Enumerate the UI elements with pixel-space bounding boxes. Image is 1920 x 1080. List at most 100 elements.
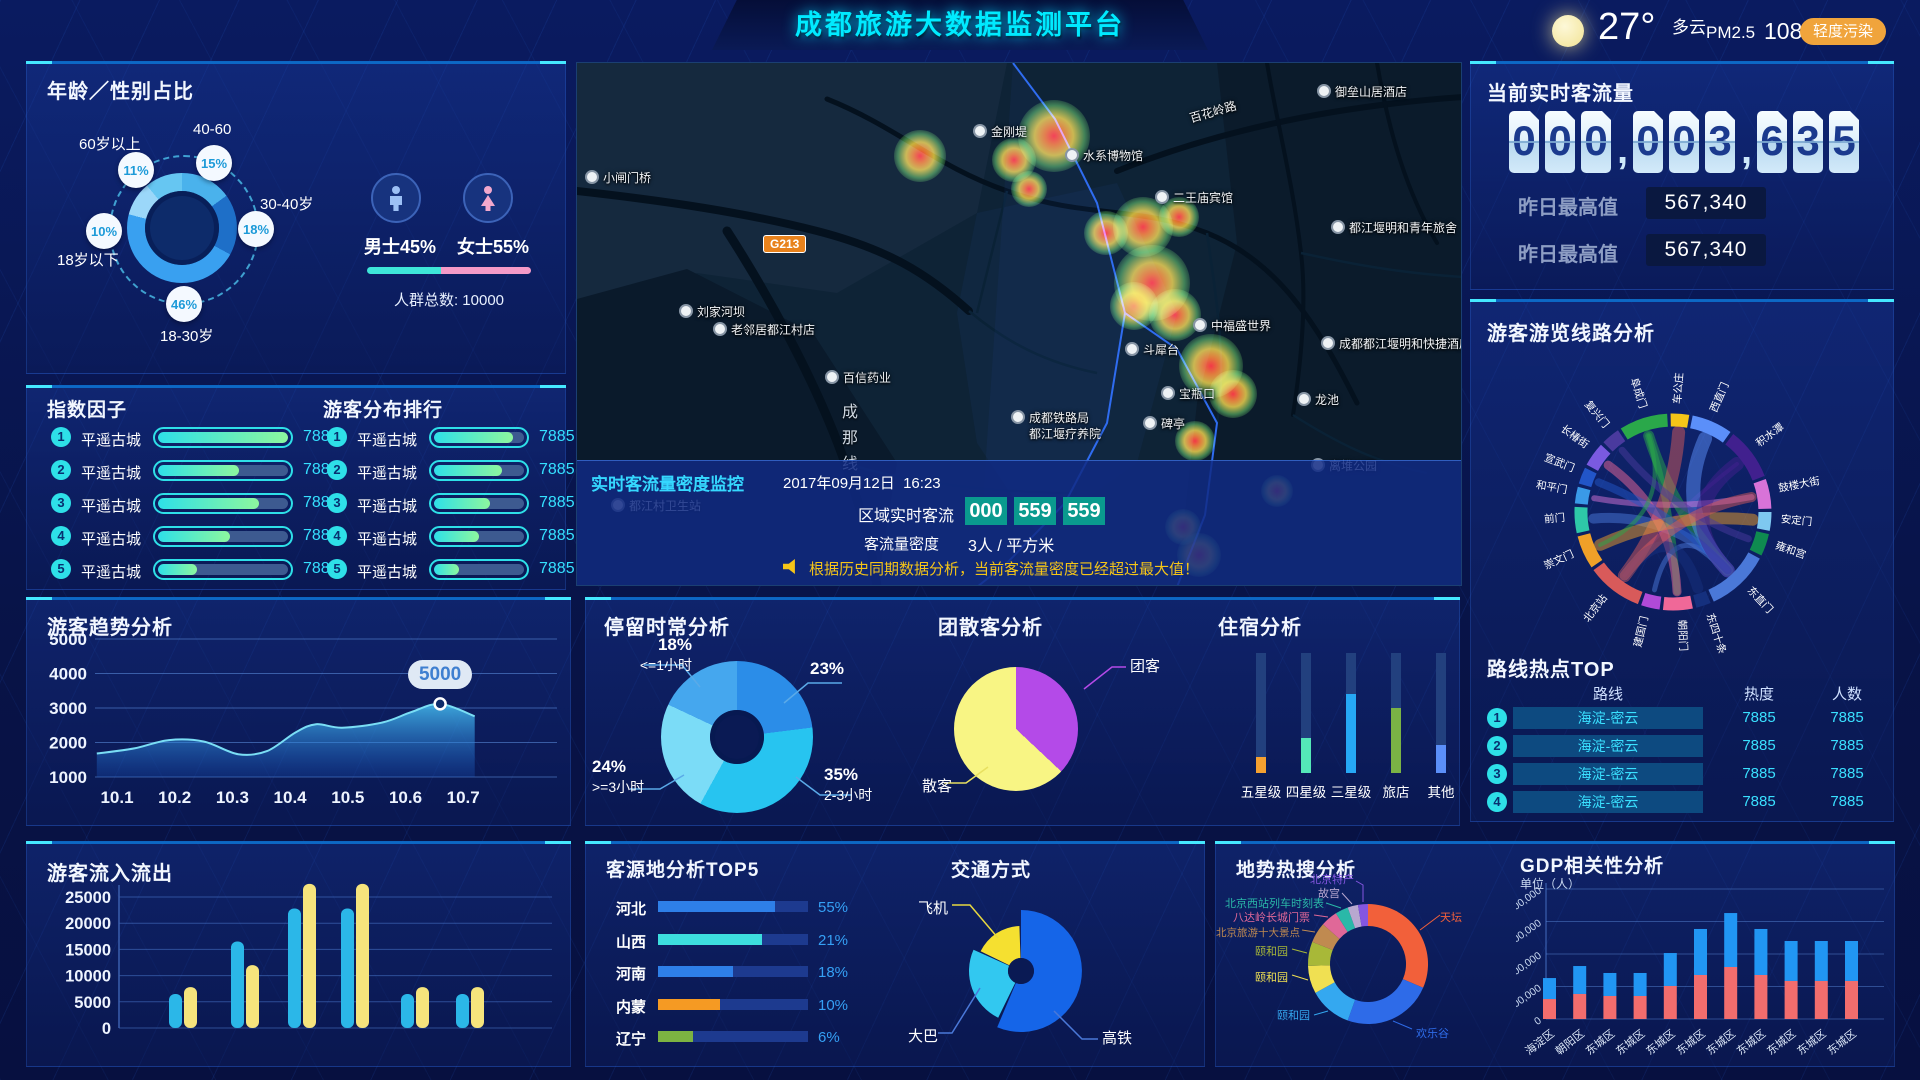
rank-badge: 1 xyxy=(51,427,71,447)
age-slice-label: 60岁以上 xyxy=(79,136,141,153)
hotel-category-label: 其他 xyxy=(1427,785,1455,800)
hotel-bar-fill xyxy=(1301,738,1311,773)
gdp-unit: 单位（人） xyxy=(1520,877,1581,891)
chord-arc xyxy=(1670,413,1690,428)
flow-ytick: 25000 xyxy=(65,889,111,907)
route-rank-badge: 1 xyxy=(1487,708,1507,728)
rank-badge: 3 xyxy=(327,493,347,513)
panel-title: 游客游览线路分析 xyxy=(1487,323,1655,345)
panel-trend: 游客趋势分析 5000 4000 3000 2000 1000 10.1 10.2 10.3 1… xyxy=(26,597,571,826)
hotsearch-label: 颐和园 xyxy=(1277,1010,1310,1022)
flow-bar xyxy=(471,987,484,1028)
age-slice-label: 18岁以下 xyxy=(57,252,119,269)
flow-bar xyxy=(341,908,354,1028)
list-name: 平遥古城 xyxy=(81,465,142,482)
progress-fill xyxy=(434,432,514,443)
pollution-badge: 轻度污染 xyxy=(1800,18,1887,45)
chord-station-label: 长椿街 xyxy=(1558,422,1592,451)
gdp-category-label: 东城区 xyxy=(1644,1027,1678,1058)
terrain-title: 地势热搜分析 xyxy=(1236,860,1357,881)
route-name: 海淀-密云 xyxy=(1513,791,1703,813)
chord-station-label: 北京站 xyxy=(1580,591,1610,624)
map-poi-label: 水系博物馆 xyxy=(1065,147,1143,164)
gdp-category-label: 东城区 xyxy=(1825,1027,1859,1058)
chord-arc xyxy=(1577,533,1603,568)
pm25-label: PM2.5 xyxy=(1706,23,1756,42)
pm25-value: 108 xyxy=(1764,18,1803,44)
gdp-ytick: 1,000,000 xyxy=(1516,950,1544,987)
trend-xtick: 10.2 xyxy=(158,788,191,807)
chord-arc xyxy=(1753,479,1772,510)
route-rank-badge: 4 xyxy=(1487,792,1507,812)
map-poi-label: 刘家河坝 xyxy=(679,303,745,320)
progress-fill xyxy=(434,498,490,509)
heatmap-map[interactable]: 小闸门桥 金刚堤 水系博物馆 御垒山居酒店 二王庙宾馆 都江堰明和青年旅舍 成都都江堰明和快… xyxy=(576,62,1462,586)
hotel-title: 住宿分析 xyxy=(1218,617,1302,639)
trend-xtick: 10.5 xyxy=(331,788,364,807)
route-rank-badge: 2 xyxy=(1487,736,1507,756)
chord-arc xyxy=(1662,595,1693,611)
gender-ratio-bar xyxy=(367,267,531,274)
source-fill xyxy=(658,966,733,977)
chord-arc xyxy=(1756,511,1772,531)
chord-station-label: 崇文门 xyxy=(1542,547,1576,572)
hotel-bar-fill xyxy=(1256,757,1266,773)
gdp-category-label: 东城区 xyxy=(1613,1027,1647,1058)
age-slice-label: 30-40岁 xyxy=(260,196,314,213)
chord-station-label: 鼓楼大街 xyxy=(1777,474,1821,495)
route-heat: 7885 xyxy=(1742,793,1776,810)
trend-xtick: 10.6 xyxy=(389,788,422,807)
group-pie-chart xyxy=(954,667,1078,791)
transport-rose-chart xyxy=(938,904,1098,1040)
transport-slice xyxy=(997,910,1082,1032)
source-title: 客源地分析TOP5 xyxy=(606,860,760,881)
route-heat: 7885 xyxy=(1742,737,1776,754)
list-name: 平遥古城 xyxy=(81,564,142,581)
list-name: 平遥古城 xyxy=(81,531,142,548)
chord-station-label: 复兴门 xyxy=(1582,398,1612,431)
gdp-category-label: 东城区 xyxy=(1704,1027,1738,1058)
chord-station-label: 前门 xyxy=(1544,511,1566,526)
stay-slice-label: 23% xyxy=(810,659,845,678)
hotsearch-slice xyxy=(1347,904,1362,929)
stay-donut-hole xyxy=(710,710,764,764)
hotsearch-label: 北京旅游十大景点 xyxy=(1216,927,1300,939)
age-donut-hole xyxy=(145,191,219,265)
hotel-category-label: 五星级 xyxy=(1240,785,1282,800)
route-rank-badge: 3 xyxy=(1487,764,1507,784)
source-pct: 6% xyxy=(818,1029,840,1046)
flow-bar xyxy=(303,883,316,1028)
flow-ytick: 15000 xyxy=(65,941,111,959)
hotsearch-slice xyxy=(1335,907,1356,932)
stay-title: 停留时常分析 xyxy=(604,617,730,639)
yesterday-value: 567,340 xyxy=(1646,234,1766,266)
hotsearch-label: 北京西站列车时刻表 xyxy=(1225,898,1324,910)
age-pct-bubble: 46% xyxy=(166,286,202,322)
panel-title: 游客分布排行 xyxy=(323,400,444,421)
route-people: 7885 xyxy=(1830,793,1864,810)
gdp-bar-top xyxy=(1814,941,1828,981)
map-monitor-overlay: 实时客流量密度监控 2017年09月12日 16:23 区域实时客流 000 55… xyxy=(577,460,1461,585)
gdp-category-label: 东城区 xyxy=(1734,1027,1768,1058)
chord-station-label: 阜成门 xyxy=(1628,376,1650,410)
speaker-icon xyxy=(783,559,795,574)
total-people-label: 人群总数: 10000 xyxy=(393,292,505,309)
progress-pill xyxy=(153,460,293,481)
gdp-category-label: 东城区 xyxy=(1674,1027,1708,1058)
map-poi-label: 二王庙宾馆 xyxy=(1155,189,1233,206)
hotsearch-label: 颐和园 xyxy=(1255,972,1288,984)
chord-arc xyxy=(1725,434,1765,481)
gdp-category-label: 东城区 xyxy=(1795,1027,1829,1058)
hotel-bar-track xyxy=(1301,653,1311,773)
hotsearch-label: 颐和园 xyxy=(1255,946,1288,958)
panel-title: 年龄／性别占比 xyxy=(47,81,194,103)
gdp-ytick: 1,500,000 xyxy=(1516,917,1544,954)
rank-badge: 1 xyxy=(327,427,347,447)
rank-badge: 2 xyxy=(51,460,71,480)
gdp-bar-top xyxy=(1543,978,1556,1000)
transport-slice-label: 高铁 xyxy=(1102,1030,1133,1047)
chord-ribbon xyxy=(1598,433,1657,547)
map-poi-label: 碑亭 xyxy=(1143,415,1185,432)
hotel-bar-fill xyxy=(1436,745,1446,773)
